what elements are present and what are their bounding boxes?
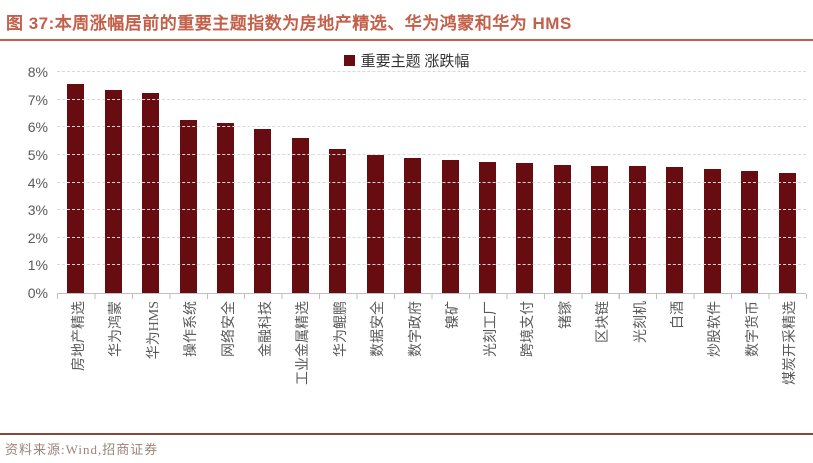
bar-华为HMS bbox=[142, 92, 160, 293]
bar-区块链 bbox=[591, 165, 609, 293]
x-category-label: 华为鸿蒙 bbox=[109, 301, 125, 357]
y-tick-label: 1% bbox=[27, 257, 48, 274]
x-category-cell: 华为鲲鹏 bbox=[319, 299, 356, 439]
x-category-cell: 操作系统 bbox=[169, 299, 206, 439]
x-category-cell: 华为HMS bbox=[132, 299, 169, 439]
x-category-cell: 光刻工厂 bbox=[469, 299, 506, 439]
x-category-cell: 区块链 bbox=[581, 299, 618, 439]
bar-series bbox=[57, 72, 806, 293]
x-category-cell: 光刻机 bbox=[619, 299, 656, 439]
y-tick-label: 5% bbox=[27, 146, 48, 163]
x-category-label: 锗镓 bbox=[558, 301, 574, 329]
y-tick-label: 0% bbox=[27, 285, 48, 301]
x-category-label: 房地产精选 bbox=[71, 301, 87, 371]
gridline-3pct bbox=[57, 209, 806, 211]
bar-网络安全 bbox=[216, 123, 234, 293]
x-category-cell: 网络安全 bbox=[207, 299, 244, 439]
x-category-cell: 数据安全 bbox=[357, 299, 394, 439]
y-axis-labels: 8% 7% 6% 5% 4% 3% 2% 1% 0% bbox=[0, 0, 48, 463]
x-category-label: 数据安全 bbox=[371, 301, 387, 357]
x-category-cell: 房地产精选 bbox=[57, 299, 94, 439]
y-tick-label: 4% bbox=[27, 174, 48, 191]
x-category-label: 区块链 bbox=[596, 301, 612, 343]
bar-光刻工厂 bbox=[479, 161, 497, 293]
x-category-label: 白酒 bbox=[670, 301, 686, 329]
y-tick-label: 8% bbox=[27, 64, 48, 80]
chart-title: 图 37:本周涨幅居前的重要主题指数为房地产精选、华为鸿蒙和华为 HMS bbox=[6, 14, 572, 33]
x-category-label: 华为HMS bbox=[146, 301, 162, 360]
x-category-cell: 金融科技 bbox=[244, 299, 281, 439]
y-tick-label: 3% bbox=[27, 202, 48, 219]
x-category-cell: 锗镓 bbox=[544, 299, 581, 439]
y-tick-label: 7% bbox=[27, 91, 48, 108]
bar-数据安全 bbox=[366, 154, 384, 293]
x-category-cell: 华为鸿蒙 bbox=[94, 299, 131, 439]
gridline-6pct bbox=[57, 126, 806, 128]
x-category-label: 煤炭开采精选 bbox=[783, 301, 799, 385]
x-category-label: 数字货币 bbox=[745, 301, 761, 357]
bar-跨境支付 bbox=[516, 163, 534, 293]
x-category-cell: 炒股软件 bbox=[694, 299, 731, 439]
bar-白酒 bbox=[666, 167, 684, 293]
bar-金融科技 bbox=[254, 128, 272, 293]
legend: 重要主题 涨跌幅 bbox=[0, 52, 813, 70]
x-category-label: 金融科技 bbox=[258, 301, 274, 357]
x-category-label: 华为鲲鹏 bbox=[333, 301, 349, 357]
y-tick-label: 2% bbox=[27, 229, 48, 246]
x-category-label: 镍矿 bbox=[446, 301, 462, 329]
bar-炒股软件 bbox=[703, 168, 721, 293]
x-category-cell: 数字政府 bbox=[394, 299, 431, 439]
x-category-cell: 工业金属精选 bbox=[282, 299, 319, 439]
x-category-cell: 白酒 bbox=[656, 299, 693, 439]
gridline-5pct bbox=[57, 153, 806, 155]
source-text: 资料来源:Wind,招商证券 bbox=[5, 442, 159, 457]
x-category-label: 炒股软件 bbox=[708, 301, 724, 357]
gridline-8pct bbox=[57, 71, 806, 72]
bar-锗镓 bbox=[553, 164, 571, 293]
bar-房地产精选 bbox=[67, 84, 85, 293]
bar-数字货币 bbox=[741, 171, 759, 293]
y-tick-label: 6% bbox=[27, 119, 48, 136]
x-axis-ticks bbox=[57, 294, 807, 299]
gridline-7pct bbox=[57, 98, 806, 100]
x-category-label: 工业金属精选 bbox=[296, 301, 312, 385]
gridline-2pct bbox=[57, 236, 806, 238]
bar-华为鲲鹏 bbox=[329, 149, 347, 293]
x-category-cell: 煤炭开采精选 bbox=[769, 299, 806, 439]
bar-操作系统 bbox=[179, 120, 197, 293]
bar-煤炭开采精选 bbox=[778, 172, 796, 293]
bar-工业金属精选 bbox=[291, 138, 309, 293]
x-category-label: 跨境支付 bbox=[521, 301, 537, 357]
bar-数字政府 bbox=[404, 157, 422, 293]
legend-label: 重要主题 涨跌幅 bbox=[360, 53, 470, 70]
gridline-4pct bbox=[57, 181, 806, 183]
legend-swatch bbox=[343, 54, 355, 66]
x-category-label: 操作系统 bbox=[184, 301, 200, 357]
bar-镍矿 bbox=[441, 160, 459, 293]
x-category-label: 光刻机 bbox=[633, 301, 649, 343]
x-category-cell: 镍矿 bbox=[432, 299, 469, 439]
gridline-1pct bbox=[57, 264, 806, 266]
x-category-label: 网络安全 bbox=[221, 301, 237, 357]
title-underline bbox=[0, 39, 813, 41]
footer-rule bbox=[0, 433, 813, 435]
bar-华为鸿蒙 bbox=[104, 89, 122, 293]
plot-area bbox=[57, 71, 806, 294]
x-category-cell: 数字货币 bbox=[731, 299, 768, 439]
bar-光刻机 bbox=[628, 165, 646, 293]
x-category-label: 数字政府 bbox=[408, 301, 424, 357]
x-category-cell: 跨境支付 bbox=[506, 299, 543, 439]
x-category-label: 光刻工厂 bbox=[483, 301, 499, 357]
x-axis-labels: 房地产精选 华为鸿蒙 华为HMS 操作系统 网络安全 金融科技 工业金属精选 华为鲲鹏 数据安全… bbox=[57, 299, 806, 439]
